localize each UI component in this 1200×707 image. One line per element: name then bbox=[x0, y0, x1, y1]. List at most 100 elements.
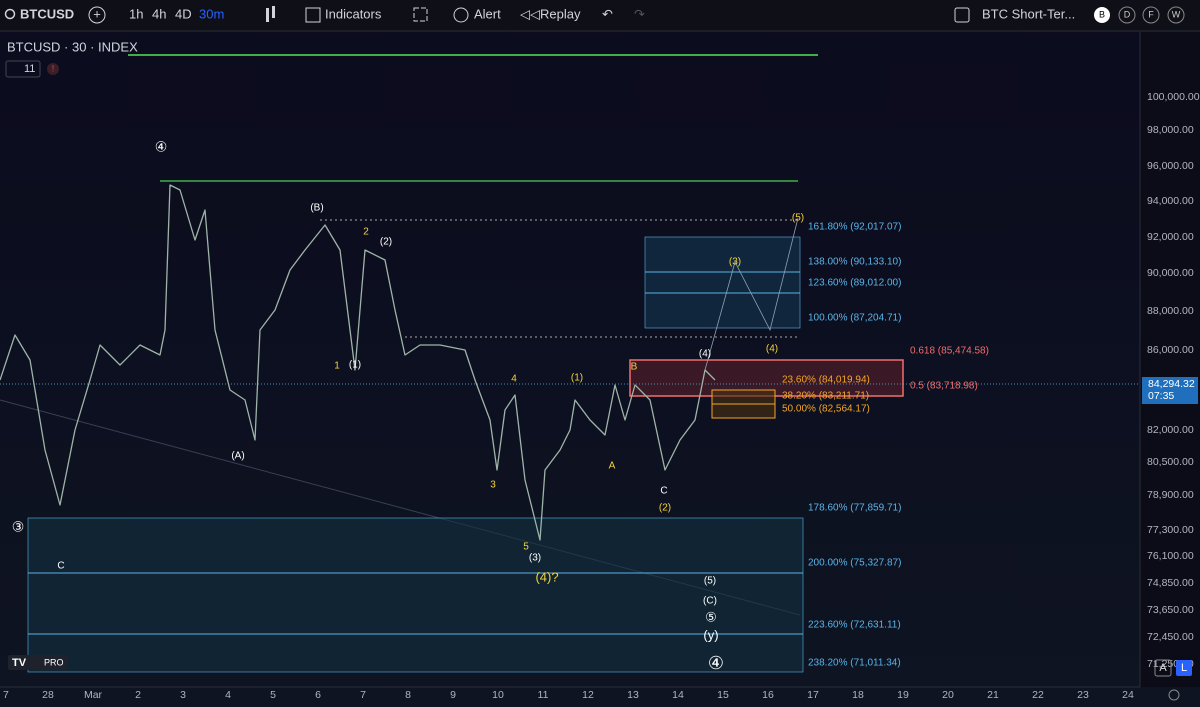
time-label: Mar bbox=[84, 689, 103, 701]
time-label: 10 bbox=[492, 689, 504, 701]
time-label: 20 bbox=[942, 689, 954, 701]
auto-scale-button[interactable] bbox=[1154, 659, 1172, 677]
time-label: 14 bbox=[672, 689, 684, 701]
time-label: 7 bbox=[3, 689, 9, 701]
time-label: 3 bbox=[180, 689, 186, 701]
settings-icon[interactable] bbox=[1168, 689, 1180, 701]
candle-type-icon[interactable] bbox=[266, 8, 269, 22]
logo-text: PRO bbox=[44, 657, 64, 667]
wave-label: 5 bbox=[523, 542, 529, 553]
replay-icon: ◁◁ bbox=[520, 6, 540, 21]
toolbar-badge[interactable] bbox=[1118, 6, 1136, 24]
price-label: 98,000.00 bbox=[1147, 124, 1194, 136]
wave-label: (4) bbox=[766, 344, 778, 355]
price-label: 88,000.00 bbox=[1147, 305, 1194, 317]
toolbar-badge[interactable] bbox=[1094, 7, 1110, 23]
time-label: 28 bbox=[42, 689, 54, 701]
toolbar-badge[interactable] bbox=[1167, 6, 1185, 24]
time-label: 23 bbox=[1077, 689, 1089, 701]
layout-name[interactable]: BTC Short-Ter... bbox=[982, 6, 1075, 21]
time-label: 19 bbox=[897, 689, 909, 701]
fib-label: 161.80% (92,017.07) bbox=[808, 222, 901, 233]
wave-label: C bbox=[660, 486, 667, 497]
price-label: 96,000.00 bbox=[1147, 160, 1194, 172]
wave-label: 3 bbox=[490, 480, 496, 491]
indicator-count-box[interactable] bbox=[5, 60, 41, 78]
interval[interactable]: 1h bbox=[129, 6, 143, 21]
indicators-button[interactable]: Indicators bbox=[325, 6, 382, 21]
price-trace bbox=[0, 184, 716, 541]
price-axis bbox=[1140, 32, 1200, 687]
price-label: 73,650.00 bbox=[1147, 604, 1194, 616]
price-label: 86,000.00 bbox=[1147, 344, 1194, 356]
add-icon: + bbox=[93, 6, 101, 21]
wave-label: B bbox=[631, 362, 638, 373]
wave-label: (5) bbox=[704, 576, 716, 587]
fib-label: 238.20% (71,011.34) bbox=[808, 658, 901, 669]
log-scale-label: L bbox=[1181, 662, 1187, 674]
wave-label: ⑤ bbox=[705, 609, 717, 624]
time-axis-labels: 7 28 Mar 2 3 4 5 6 7 8 9 10 11 12 13 14 15 16 17 18 19 20 21 22… bbox=[3, 689, 1134, 701]
toolbar-badge-label: F bbox=[1148, 9, 1154, 19]
time-label: 15 bbox=[717, 689, 729, 701]
templates-icon[interactable] bbox=[413, 7, 428, 22]
wave-label: (1) bbox=[349, 360, 361, 371]
toolbar-badge[interactable] bbox=[1142, 6, 1160, 24]
symbol[interactable]: BTCUSD bbox=[20, 6, 74, 21]
time-label: 22 bbox=[1032, 689, 1044, 701]
price-label: 100,000.00 bbox=[1147, 91, 1200, 103]
indicator-count: 11 bbox=[24, 63, 35, 75]
log-scale-button[interactable] bbox=[1176, 660, 1192, 676]
interval-active[interactable]: 30m bbox=[199, 6, 224, 21]
fib-label: 0.5 (83,718.98) bbox=[910, 381, 978, 392]
time-label: 18 bbox=[852, 689, 864, 701]
fib-label: 200.00% (75,327.87) bbox=[808, 558, 901, 569]
time-label: 11 bbox=[538, 689, 549, 701]
current-price: 84,294.32 bbox=[1148, 378, 1195, 390]
price-label: 72,450.00 bbox=[1147, 631, 1194, 643]
current-price-box bbox=[1142, 377, 1198, 404]
candle-type-icon bbox=[272, 6, 275, 18]
countdown: 07:35 bbox=[1148, 390, 1174, 402]
interval[interactable]: 4h bbox=[152, 6, 166, 21]
undo[interactable]: ↶ bbox=[602, 6, 613, 21]
fib-label: 100.00% (87,204.71) bbox=[808, 313, 901, 324]
price-label: 92,000.00 bbox=[1147, 231, 1194, 243]
fib-label: 178.60% (77,859.71) bbox=[808, 503, 901, 514]
time-label: 2 bbox=[135, 689, 141, 701]
warning-mark: ! bbox=[52, 63, 55, 73]
alert-button[interactable]: Alert bbox=[474, 6, 501, 21]
time-label: 16 bbox=[762, 689, 774, 701]
time-label: 6 bbox=[315, 689, 321, 701]
auto-scale-label: A bbox=[1159, 662, 1167, 674]
wave-label: C bbox=[57, 561, 64, 572]
time-label: 17 bbox=[807, 689, 819, 701]
redo[interactable]: ↷ bbox=[634, 6, 645, 21]
fib-label: 38.20% (83,211.71) bbox=[782, 391, 869, 402]
wave-label: (5) bbox=[792, 213, 804, 224]
wave-label: (A) bbox=[231, 451, 244, 462]
wave-label: ④ bbox=[708, 653, 724, 673]
logo-mark: TV bbox=[12, 657, 27, 669]
time-label: 21 bbox=[987, 689, 999, 701]
fib-label: 123.60% (89,012.00) bbox=[808, 278, 901, 289]
wave-label: (B) bbox=[310, 203, 323, 214]
price-label: 82,000.00 bbox=[1147, 424, 1194, 436]
fib-target-box bbox=[644, 236, 801, 329]
search-icon[interactable] bbox=[4, 8, 16, 20]
fib-extension-box bbox=[27, 517, 804, 673]
price-label: 77,300.00 bbox=[1147, 524, 1194, 536]
time-label: 13 bbox=[627, 689, 639, 701]
toolbar-badge-label: D bbox=[1124, 9, 1131, 19]
price-label: 94,000.00 bbox=[1147, 195, 1194, 207]
wave-label: ③ bbox=[12, 519, 25, 535]
replay-button[interactable]: Replay bbox=[540, 6, 581, 21]
interval[interactable]: 4D bbox=[175, 6, 192, 21]
fib-label: 223.60% (72,631.11) bbox=[808, 620, 901, 631]
price-label: 80,500.00 bbox=[1147, 456, 1194, 468]
wave-label: A bbox=[609, 461, 616, 472]
add-symbol[interactable] bbox=[88, 6, 106, 24]
chart-legend: BTCUSD · 30 · INDEX bbox=[7, 39, 138, 54]
price-label: 76,100.00 bbox=[1147, 550, 1194, 562]
